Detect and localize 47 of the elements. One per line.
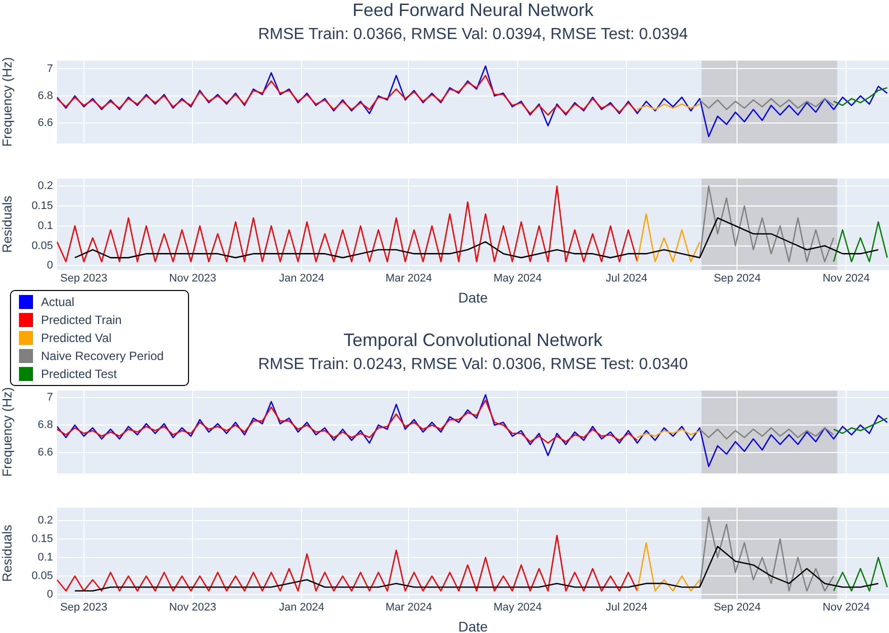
y-tick-label: 0.1 bbox=[38, 552, 53, 564]
y-tick-label: 7 bbox=[46, 62, 53, 75]
x-tick-label: Sep 2023 bbox=[60, 602, 108, 614]
y-tick-label: 0.15 bbox=[32, 533, 53, 546]
x-tick-label: Mar 2024 bbox=[385, 602, 432, 614]
legend-label: Predicted Train bbox=[41, 313, 122, 327]
y-tick-label: 0.1 bbox=[38, 220, 53, 232]
y-tick-label: 6.6 bbox=[38, 446, 53, 459]
y-tick-label: 0.05 bbox=[32, 570, 53, 582]
legend-label: Naive Recovery Period bbox=[41, 349, 164, 363]
x-tick-label: Sep 2023 bbox=[60, 272, 108, 285]
x-tick-label: Sep 2024 bbox=[714, 272, 761, 285]
x-tick-label: Nov 2023 bbox=[169, 602, 216, 614]
x-tick-label: Jul 2024 bbox=[606, 602, 648, 614]
y-tick-label: 6.6 bbox=[38, 117, 53, 130]
x-axis-title: Date bbox=[458, 618, 488, 633]
y-tick-label: 0 bbox=[46, 588, 53, 601]
legend-label: Predicted Test bbox=[41, 367, 117, 381]
legend-label: Actual bbox=[41, 295, 74, 309]
y-axis-title: Frequency (Hz) bbox=[0, 57, 14, 147]
x-axis-title: Date bbox=[458, 289, 488, 306]
y-tick-label: 6.8 bbox=[38, 419, 53, 432]
y-axis-title: Frequency (Hz) bbox=[0, 387, 14, 477]
y-tick-label: 0.2 bbox=[38, 514, 53, 527]
x-tick-label: Jan 2024 bbox=[278, 602, 324, 614]
x-tick-label: Mar 2024 bbox=[385, 272, 432, 285]
x-tick-label: May 2024 bbox=[493, 602, 542, 614]
x-tick-label: Nov 2024 bbox=[822, 272, 870, 285]
y-axis-title: Residuals bbox=[0, 195, 14, 253]
x-tick-label: Jul 2024 bbox=[606, 272, 648, 285]
chart-title: Feed Forward Neural Network bbox=[351, 0, 595, 21]
chart-title: Temporal Convolutional Network bbox=[343, 330, 603, 350]
x-tick-label: Jan 2024 bbox=[278, 272, 324, 285]
y-tick-label: 6.8 bbox=[38, 90, 53, 102]
x-tick-label: Nov 2023 bbox=[169, 272, 216, 285]
chart-subtitle: RMSE Train: 0.0366, RMSE Val: 0.0394, RMSE Test: 0.0394 bbox=[257, 26, 689, 44]
y-tick-label: 0.05 bbox=[32, 240, 53, 252]
y-tick-label: 0.15 bbox=[32, 200, 53, 212]
x-tick-label: Sep 2024 bbox=[714, 602, 761, 614]
x-tick-label: Nov 2024 bbox=[822, 602, 870, 614]
chart-subtitle: RMSE Train: 0.0243, RMSE Val: 0.0306, RMSE Test: 0.0340 bbox=[258, 356, 688, 373]
y-tick-label: 0.2 bbox=[38, 180, 53, 192]
y-tick-label: 7 bbox=[46, 392, 53, 404]
x-tick-label: May 2024 bbox=[493, 272, 542, 285]
legend-label: Predicted Val bbox=[41, 331, 112, 345]
y-tick-label: 0 bbox=[46, 260, 53, 272]
y-axis-title: Residuals bbox=[0, 524, 14, 582]
